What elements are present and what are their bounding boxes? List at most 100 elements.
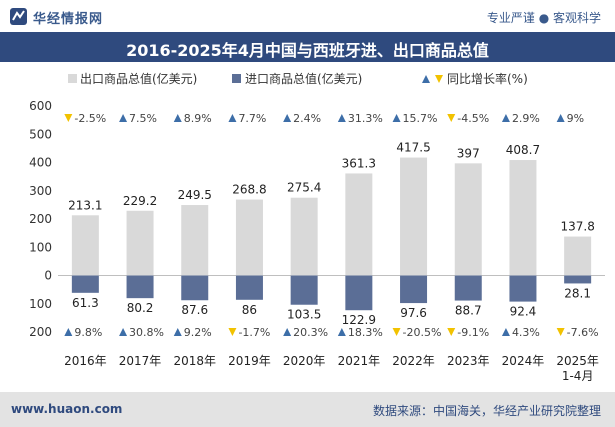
legend-label-growth: 同比增长率(%)	[447, 71, 528, 86]
export-growth-up-triangle-icon	[283, 114, 292, 122]
import-growth-label: -1.7%	[238, 326, 270, 339]
import-growth-up-triangle-icon	[501, 328, 510, 336]
site-url: www.huaon.com	[11, 402, 123, 416]
export-growth-label: 9%	[567, 112, 584, 125]
import-growth-down-triangle-icon	[392, 328, 401, 336]
bar-chart: 出口商品总值(亿美元) 进口商品总值(亿美元) 同比增长率(%) 600 500 400 3…	[29, 71, 605, 383]
y-tick-label: 300	[29, 184, 52, 198]
x-tick-label: 2022年	[392, 354, 435, 368]
export-growth-label: -4.5%	[457, 112, 489, 125]
import-growth-label: 30.8%	[129, 326, 164, 339]
export-bar	[290, 197, 318, 276]
export-growth-label: 2.9%	[512, 112, 540, 125]
x-tick-label: 2023年	[447, 354, 490, 368]
export-growth-down-triangle-icon	[447, 114, 456, 122]
import-growth-label: 18.3%	[348, 326, 383, 339]
legend-label-import: 进口商品总值(亿美元)	[245, 71, 362, 86]
export-bar	[400, 157, 428, 276]
legend-swatch-export	[68, 74, 77, 83]
import-growth-up-triangle-icon	[283, 328, 292, 336]
legend-down-triangle-icon	[435, 75, 443, 83]
import-growth-up-triangle-icon	[337, 328, 346, 336]
y-tick-label: 0	[44, 269, 52, 283]
import-value-label: 122.9	[342, 313, 376, 327]
export-growth-up-triangle-icon	[337, 114, 346, 122]
export-bar	[509, 160, 537, 276]
import-growth-label: -7.6%	[567, 326, 599, 339]
legend-up-triangle-icon	[422, 75, 430, 83]
x-tick-label: 2025年	[556, 354, 599, 368]
y-tick-label: 200	[29, 212, 52, 226]
export-growth-up-triangle-icon	[228, 114, 237, 122]
import-growth-label: 20.3%	[293, 326, 328, 339]
export-value-label: 275.4	[287, 181, 321, 195]
import-bar	[509, 275, 537, 302]
export-value-label: 408.7	[506, 143, 540, 157]
export-growth-label: 7.7%	[238, 112, 266, 125]
export-value-label: 361.3	[342, 156, 376, 170]
x-tick-label: 2016年	[64, 354, 107, 368]
slogan-text: 专业严谨 ● 客观科学	[486, 11, 601, 25]
import-value-label: 28.1	[564, 286, 591, 300]
export-growth-up-triangle-icon	[556, 114, 565, 122]
y-tick-label: 200	[29, 325, 52, 339]
import-value-label: 97.6	[400, 306, 427, 320]
import-growth-up-triangle-icon	[173, 328, 182, 336]
export-bar	[454, 163, 482, 276]
import-growth-label: 9.8%	[74, 326, 102, 339]
data-source: 数据来源：中国海关，华经产业研究院整理	[372, 404, 601, 418]
import-bar	[564, 275, 592, 284]
import-growth-label: -20.5%	[403, 326, 442, 339]
x-tick-label: 2024年	[502, 354, 545, 368]
export-bar	[235, 199, 263, 276]
export-bar	[345, 173, 373, 276]
import-value-label: 80.2	[127, 301, 154, 315]
import-growth-label: -9.1%	[457, 326, 489, 339]
export-value-label: 137.8	[560, 220, 594, 234]
export-bar	[564, 236, 592, 276]
export-growth-up-triangle-icon	[501, 114, 510, 122]
x-tick-label: 2018年	[173, 354, 216, 368]
export-growth-label: -2.5%	[74, 112, 106, 125]
export-value-label: 417.5	[396, 141, 430, 155]
x-tick-label: 2019年	[228, 354, 271, 368]
y-tick-label: 100	[29, 240, 52, 254]
export-growth-label: 15.7%	[403, 112, 438, 125]
import-growth-up-triangle-icon	[119, 328, 128, 336]
x-tick-label: 1-4月	[562, 369, 594, 383]
export-bar	[181, 205, 209, 276]
import-growth-down-triangle-icon	[228, 328, 237, 336]
import-bar	[71, 275, 99, 293]
export-bar	[126, 210, 154, 276]
export-growth-label: 31.3%	[348, 112, 383, 125]
import-growth-up-triangle-icon	[64, 328, 73, 336]
import-value-label: 87.6	[181, 303, 208, 317]
import-growth-label: 9.2%	[184, 326, 212, 339]
legend-swatch-import	[232, 74, 241, 83]
export-growth-up-triangle-icon	[173, 114, 182, 122]
import-value-label: 61.3	[72, 296, 99, 310]
import-growth-down-triangle-icon	[447, 328, 456, 336]
import-bar	[181, 275, 209, 301]
import-value-label: 88.7	[455, 304, 482, 318]
top-header: 华经情报网 专业严谨 ● 客观科学	[0, 0, 615, 32]
huajing-logo-icon	[10, 8, 27, 25]
import-value-label: 103.5	[287, 308, 321, 322]
export-growth-down-triangle-icon	[64, 114, 73, 122]
export-value-label: 213.1	[68, 198, 102, 212]
export-growth-up-triangle-icon	[392, 114, 401, 122]
import-bar	[454, 275, 482, 301]
brand-name: 华经情报网	[33, 12, 104, 27]
x-tick-label: 2017年	[119, 354, 162, 368]
export-value-label: 249.5	[178, 188, 212, 202]
import-bar	[235, 275, 263, 300]
y-tick-label: 500	[29, 127, 52, 141]
export-growth-up-triangle-icon	[119, 114, 128, 122]
x-tick-label: 2021年	[338, 354, 381, 368]
import-bar	[126, 275, 154, 299]
import-growth-down-triangle-icon	[556, 328, 565, 336]
export-growth-label: 8.9%	[184, 112, 212, 125]
export-value-label: 397	[457, 146, 480, 160]
export-bar	[71, 215, 99, 276]
import-bar	[400, 275, 428, 304]
